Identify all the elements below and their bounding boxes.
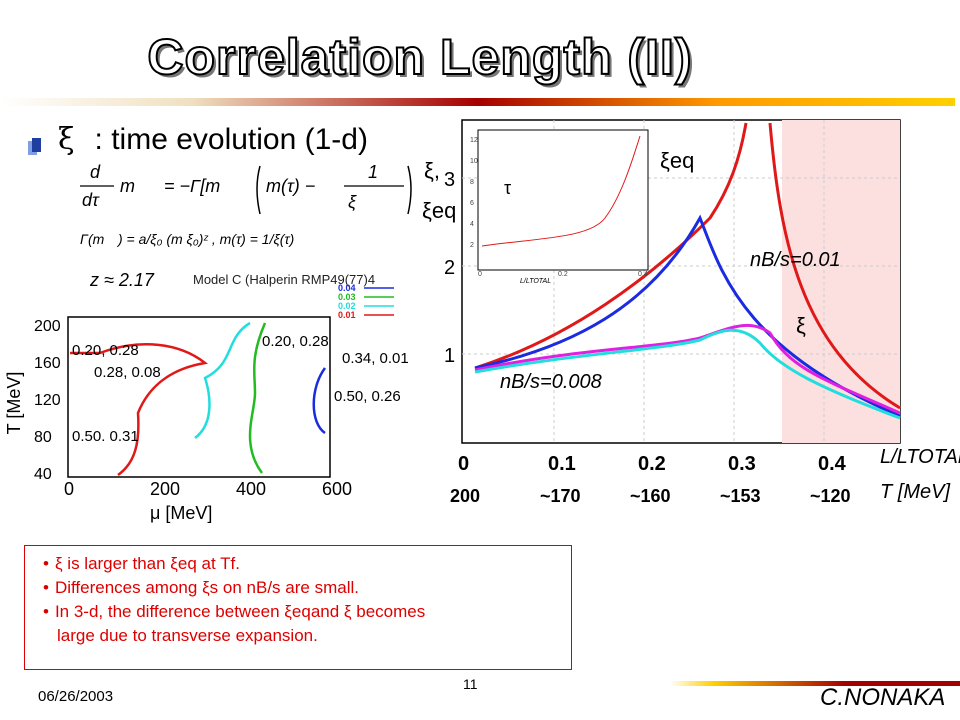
xi-eq-curve-0008 bbox=[474, 214, 901, 418]
heading-xi-symbol: ξ bbox=[58, 122, 75, 157]
evo-xtick: 0 bbox=[458, 453, 469, 475]
phase-curve-004 bbox=[312, 367, 327, 435]
evolution-equation: d dτ m = −Γ[m m(τ) − 1 ξ Γ(m ) = a/ξ₀ (m… bbox=[80, 162, 412, 290]
inset-ytick: 12 bbox=[470, 137, 478, 144]
eq-gamma: Γ(m bbox=[80, 231, 105, 247]
phase-legend-label: 0.02 bbox=[338, 301, 356, 311]
evo-ttick: 200 bbox=[450, 486, 480, 506]
xi-curve-label: ξ bbox=[796, 313, 806, 338]
x-axis-label: L/LTOTAL bbox=[880, 446, 960, 468]
phase-xlabel: μ [MeV] bbox=[150, 503, 212, 523]
phase-curve-002 bbox=[194, 321, 251, 439]
note-item: Differences among ξs on nB/s are small. bbox=[43, 576, 563, 600]
evo-ttick: ~153 bbox=[720, 486, 761, 506]
xi-curve-0008 bbox=[474, 328, 901, 420]
inset-xlabel: L/LTOTAL bbox=[520, 278, 551, 285]
evo-ytick: 2 bbox=[444, 257, 455, 279]
evo-ytick: 1 bbox=[444, 345, 455, 367]
xi-eq-curve-001-right bbox=[768, 122, 901, 410]
t-axis-label: T [MeV] bbox=[880, 481, 950, 503]
phase-xtick: 200 bbox=[150, 479, 180, 499]
evo-ttick: ~170 bbox=[540, 486, 581, 506]
phase-curve-001 bbox=[70, 343, 208, 477]
phase-ytick: 160 bbox=[34, 355, 61, 372]
inset-xtick: 0.4 bbox=[638, 271, 648, 278]
inset-ytick: 6 bbox=[470, 200, 474, 207]
model-reference: Model C (Halperin RMP49(77)4 bbox=[193, 272, 376, 287]
note-item: ξ is larger than ξeq at Tf. bbox=[43, 552, 563, 576]
eq-rhs: = −Γ[m bbox=[164, 176, 220, 196]
footer-author: C.NONAKA bbox=[820, 684, 946, 711]
xi-eq-curve-label: ξeq bbox=[660, 148, 694, 173]
bullet-square-icon bbox=[32, 138, 41, 152]
xi-curve-001 bbox=[474, 323, 901, 415]
eq-d: d bbox=[90, 162, 101, 182]
phase-annotation: 0.28, 0.08 bbox=[94, 364, 161, 381]
phase-ytick: 40 bbox=[34, 466, 52, 483]
svg-text:m(τ) −: m(τ) − bbox=[266, 176, 315, 196]
evo-xtick: 0.3 bbox=[728, 453, 756, 475]
inset-tau-curve bbox=[481, 135, 641, 247]
eq-one: 1 bbox=[368, 162, 378, 182]
phase-ylabel: T [MeV] bbox=[4, 372, 24, 435]
eq-dtau: dτ bbox=[82, 190, 100, 210]
evo-xtick: 0.2 bbox=[638, 453, 666, 475]
phase-xtick: 0 bbox=[64, 479, 74, 499]
xi-axis-label: ξ, bbox=[424, 158, 440, 183]
note-item: In 3-d, the difference between ξeqand ξ … bbox=[43, 600, 563, 624]
phase-xtick: 400 bbox=[236, 479, 266, 499]
svg-text:) = a/ξ₀ (m ξ₀)ᶻ , m(τ) = 1/ξ: ) = a/ξ₀ (m ξ₀)ᶻ , m(τ) = 1/ξ(τ) bbox=[116, 231, 294, 247]
phase-legend-label: 0.04 bbox=[338, 283, 356, 293]
evo-xtick: 0.1 bbox=[548, 453, 576, 475]
phase-ytick: 80 bbox=[34, 429, 52, 446]
phase-annotation: 0.20, 0.28 bbox=[262, 333, 329, 350]
heading-text: : time evolution (1-d) bbox=[94, 123, 368, 156]
footer-date: 06/26/2003 bbox=[38, 688, 114, 705]
phase-ytick: 120 bbox=[34, 392, 61, 409]
section-heading: ξ : time evolution (1-d) bbox=[58, 122, 368, 157]
phase-legend-label: 0.01 bbox=[338, 310, 356, 320]
inset-ytick: 10 bbox=[470, 158, 478, 165]
inset-xtick: 0 bbox=[478, 271, 482, 278]
evo-ttick: ~120 bbox=[810, 486, 851, 506]
note-item: large due to transverse expansion. bbox=[57, 626, 318, 645]
phase-annotation: 0.50. 0.31 bbox=[72, 428, 139, 445]
phase-annotation: 0.34, 0.01 bbox=[342, 350, 409, 367]
phase-legend-label: 0.03 bbox=[338, 292, 356, 302]
evo-ytick: 3 bbox=[444, 169, 455, 191]
evo-xtick: 0.4 bbox=[818, 453, 847, 475]
evo-ttick: ~160 bbox=[630, 486, 671, 506]
inset-tau-label: τ bbox=[504, 178, 511, 198]
phase-annotation: 0.20, 0.28 bbox=[72, 342, 139, 359]
inset-ytick: 2 bbox=[470, 242, 474, 249]
nb-001-label: nB/s=0.01 bbox=[750, 249, 841, 271]
phase-ytick: 200 bbox=[34, 318, 61, 335]
title-underline-bar bbox=[0, 98, 955, 106]
summary-notes-box: ξ is larger than ξeq at Tf. Differences … bbox=[24, 545, 572, 670]
eq-z: z ≈ 2.17 bbox=[89, 270, 155, 290]
page-number: 11 bbox=[463, 676, 478, 692]
inset-xtick: 0.2 bbox=[558, 271, 568, 278]
inset-ytick: 8 bbox=[470, 179, 474, 186]
inset-ytick: 4 bbox=[470, 221, 474, 228]
nb-0008-label: nB/s=0.008 bbox=[500, 371, 602, 393]
eq-xi: ξ bbox=[348, 192, 357, 212]
footer-accent-bar bbox=[670, 681, 960, 686]
inset-frame bbox=[477, 129, 649, 271]
phase-annotation: 0.50, 0.26 bbox=[334, 388, 401, 405]
xi-eq-axis-label: ξeq bbox=[422, 198, 456, 223]
phase-xtick: 600 bbox=[322, 479, 352, 499]
phase-curve-003 bbox=[248, 322, 267, 474]
eq-m: m bbox=[120, 176, 135, 196]
phase-diagram: 200 160 120 80 40 0 200 400 600 T [MeV] μ [MeV]… bbox=[4, 283, 409, 523]
slide-title: Correlation Length (II) bbox=[146, 28, 693, 86]
